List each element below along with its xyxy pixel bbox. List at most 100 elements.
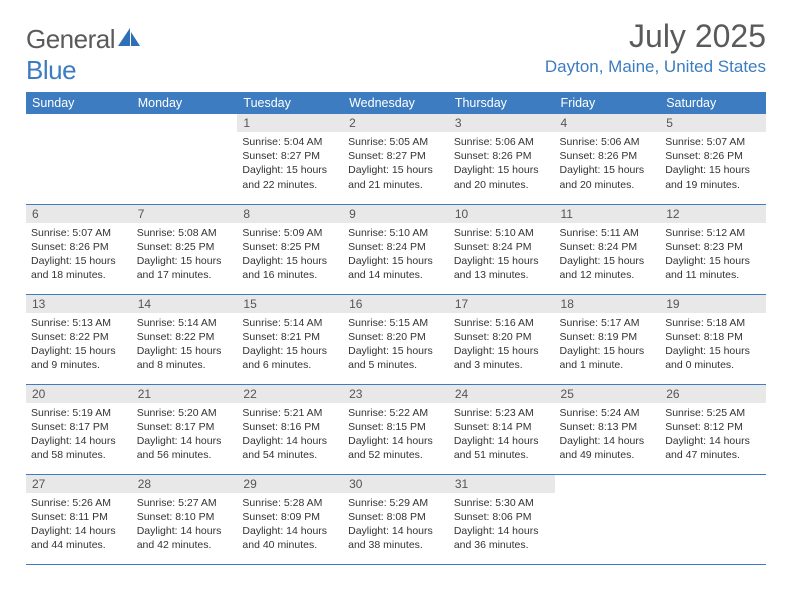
calendar-day-cell: 19Sunrise: 5:18 AMSunset: 8:18 PMDayligh… — [660, 294, 766, 384]
calendar-day-cell: 15Sunrise: 5:14 AMSunset: 8:21 PMDayligh… — [237, 294, 343, 384]
calendar-day-cell: 26Sunrise: 5:25 AMSunset: 8:12 PMDayligh… — [660, 384, 766, 474]
calendar-week-row: 27Sunrise: 5:26 AMSunset: 8:11 PMDayligh… — [26, 474, 766, 564]
day-number: 26 — [660, 385, 766, 403]
calendar-day-cell: 20Sunrise: 5:19 AMSunset: 8:17 PMDayligh… — [26, 384, 132, 474]
day-number: 14 — [132, 295, 238, 313]
calendar-day-cell: 14Sunrise: 5:14 AMSunset: 8:22 PMDayligh… — [132, 294, 238, 384]
day-body: Sunrise: 5:20 AMSunset: 8:17 PMDaylight:… — [132, 403, 238, 467]
day-number: 4 — [555, 114, 661, 132]
calendar-day-cell: 16Sunrise: 5:15 AMSunset: 8:20 PMDayligh… — [343, 294, 449, 384]
day-number: 13 — [26, 295, 132, 313]
day-number: 18 — [555, 295, 661, 313]
day-number: 17 — [449, 295, 555, 313]
calendar-body: 1Sunrise: 5:04 AMSunset: 8:27 PMDaylight… — [26, 114, 766, 564]
day-body: Sunrise: 5:17 AMSunset: 8:19 PMDaylight:… — [555, 313, 661, 377]
page-title: July 2025 — [545, 18, 766, 55]
column-header: Sunday — [26, 92, 132, 114]
calendar-week-row: 6Sunrise: 5:07 AMSunset: 8:26 PMDaylight… — [26, 204, 766, 294]
day-body: Sunrise: 5:25 AMSunset: 8:12 PMDaylight:… — [660, 403, 766, 467]
day-body: Sunrise: 5:28 AMSunset: 8:09 PMDaylight:… — [237, 493, 343, 557]
day-number: 24 — [449, 385, 555, 403]
day-body: Sunrise: 5:24 AMSunset: 8:13 PMDaylight:… — [555, 403, 661, 467]
day-number: 25 — [555, 385, 661, 403]
column-header: Thursday — [449, 92, 555, 114]
calendar-day-cell: 24Sunrise: 5:23 AMSunset: 8:14 PMDayligh… — [449, 384, 555, 474]
column-header: Monday — [132, 92, 238, 114]
day-number: 31 — [449, 475, 555, 493]
day-body: Sunrise: 5:07 AMSunset: 8:26 PMDaylight:… — [660, 132, 766, 196]
day-body: Sunrise: 5:06 AMSunset: 8:26 PMDaylight:… — [449, 132, 555, 196]
calendar-day-cell: 18Sunrise: 5:17 AMSunset: 8:19 PMDayligh… — [555, 294, 661, 384]
day-number: 15 — [237, 295, 343, 313]
calendar-day-cell: 22Sunrise: 5:21 AMSunset: 8:16 PMDayligh… — [237, 384, 343, 474]
day-body: Sunrise: 5:06 AMSunset: 8:26 PMDaylight:… — [555, 132, 661, 196]
calendar-day-cell: 11Sunrise: 5:11 AMSunset: 8:24 PMDayligh… — [555, 204, 661, 294]
day-number: 2 — [343, 114, 449, 132]
day-body: Sunrise: 5:13 AMSunset: 8:22 PMDaylight:… — [26, 313, 132, 377]
day-body: Sunrise: 5:04 AMSunset: 8:27 PMDaylight:… — [237, 132, 343, 196]
column-header: Wednesday — [343, 92, 449, 114]
day-body: Sunrise: 5:07 AMSunset: 8:26 PMDaylight:… — [26, 223, 132, 287]
calendar-day-cell: 25Sunrise: 5:24 AMSunset: 8:13 PMDayligh… — [555, 384, 661, 474]
calendar-day-cell: 30Sunrise: 5:29 AMSunset: 8:08 PMDayligh… — [343, 474, 449, 564]
day-number: 11 — [555, 205, 661, 223]
day-number: 19 — [660, 295, 766, 313]
calendar-day-cell: 4Sunrise: 5:06 AMSunset: 8:26 PMDaylight… — [555, 114, 661, 204]
page-header: General Blue July 2025 Dayton, Maine, Un… — [26, 18, 766, 86]
calendar-day-cell: 13Sunrise: 5:13 AMSunset: 8:22 PMDayligh… — [26, 294, 132, 384]
calendar-day-cell: 28Sunrise: 5:27 AMSunset: 8:10 PMDayligh… — [132, 474, 238, 564]
column-header: Tuesday — [237, 92, 343, 114]
calendar-day-cell: 23Sunrise: 5:22 AMSunset: 8:15 PMDayligh… — [343, 384, 449, 474]
logo-text-left: General — [26, 24, 115, 54]
day-body: Sunrise: 5:10 AMSunset: 8:24 PMDaylight:… — [343, 223, 449, 287]
logo-text: General Blue — [26, 24, 142, 86]
day-body: Sunrise: 5:29 AMSunset: 8:08 PMDaylight:… — [343, 493, 449, 557]
calendar-day-cell: 2Sunrise: 5:05 AMSunset: 8:27 PMDaylight… — [343, 114, 449, 204]
calendar-empty-cell — [26, 114, 132, 204]
day-number: 6 — [26, 205, 132, 223]
calendar-week-row: 20Sunrise: 5:19 AMSunset: 8:17 PMDayligh… — [26, 384, 766, 474]
logo: General Blue — [26, 24, 142, 86]
calendar-day-cell: 27Sunrise: 5:26 AMSunset: 8:11 PMDayligh… — [26, 474, 132, 564]
day-body: Sunrise: 5:12 AMSunset: 8:23 PMDaylight:… — [660, 223, 766, 287]
day-number: 23 — [343, 385, 449, 403]
day-body: Sunrise: 5:09 AMSunset: 8:25 PMDaylight:… — [237, 223, 343, 287]
calendar-day-cell: 29Sunrise: 5:28 AMSunset: 8:09 PMDayligh… — [237, 474, 343, 564]
calendar-day-cell: 17Sunrise: 5:16 AMSunset: 8:20 PMDayligh… — [449, 294, 555, 384]
day-number: 27 — [26, 475, 132, 493]
day-body: Sunrise: 5:05 AMSunset: 8:27 PMDaylight:… — [343, 132, 449, 196]
calendar-empty-cell — [660, 474, 766, 564]
column-header: Friday — [555, 92, 661, 114]
day-body: Sunrise: 5:14 AMSunset: 8:22 PMDaylight:… — [132, 313, 238, 377]
calendar-day-cell: 12Sunrise: 5:12 AMSunset: 8:23 PMDayligh… — [660, 204, 766, 294]
day-number: 16 — [343, 295, 449, 313]
calendar-week-row: 13Sunrise: 5:13 AMSunset: 8:22 PMDayligh… — [26, 294, 766, 384]
day-number: 22 — [237, 385, 343, 403]
day-body: Sunrise: 5:26 AMSunset: 8:11 PMDaylight:… — [26, 493, 132, 557]
day-number: 28 — [132, 475, 238, 493]
location-label: Dayton, Maine, United States — [545, 57, 766, 77]
calendar-day-cell: 1Sunrise: 5:04 AMSunset: 8:27 PMDaylight… — [237, 114, 343, 204]
calendar-empty-cell — [555, 474, 661, 564]
day-body: Sunrise: 5:15 AMSunset: 8:20 PMDaylight:… — [343, 313, 449, 377]
day-body: Sunrise: 5:16 AMSunset: 8:20 PMDaylight:… — [449, 313, 555, 377]
day-body: Sunrise: 5:14 AMSunset: 8:21 PMDaylight:… — [237, 313, 343, 377]
day-body: Sunrise: 5:08 AMSunset: 8:25 PMDaylight:… — [132, 223, 238, 287]
calendar-empty-cell — [132, 114, 238, 204]
calendar-header-row: SundayMondayTuesdayWednesdayThursdayFrid… — [26, 92, 766, 114]
day-number: 20 — [26, 385, 132, 403]
logo-text-right: Blue — [26, 55, 76, 85]
calendar-week-row: 1Sunrise: 5:04 AMSunset: 8:27 PMDaylight… — [26, 114, 766, 204]
day-body: Sunrise: 5:27 AMSunset: 8:10 PMDaylight:… — [132, 493, 238, 557]
day-number: 1 — [237, 114, 343, 132]
day-body: Sunrise: 5:23 AMSunset: 8:14 PMDaylight:… — [449, 403, 555, 467]
day-body: Sunrise: 5:11 AMSunset: 8:24 PMDaylight:… — [555, 223, 661, 287]
day-number: 9 — [343, 205, 449, 223]
day-number: 7 — [132, 205, 238, 223]
day-body: Sunrise: 5:30 AMSunset: 8:06 PMDaylight:… — [449, 493, 555, 557]
calendar-day-cell: 7Sunrise: 5:08 AMSunset: 8:25 PMDaylight… — [132, 204, 238, 294]
day-body: Sunrise: 5:18 AMSunset: 8:18 PMDaylight:… — [660, 313, 766, 377]
day-body: Sunrise: 5:21 AMSunset: 8:16 PMDaylight:… — [237, 403, 343, 467]
calendar-day-cell: 5Sunrise: 5:07 AMSunset: 8:26 PMDaylight… — [660, 114, 766, 204]
day-number: 10 — [449, 205, 555, 223]
